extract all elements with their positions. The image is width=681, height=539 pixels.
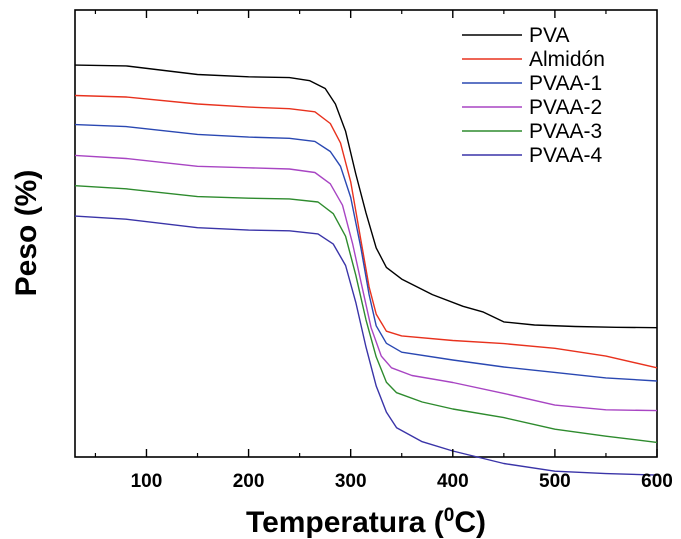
series-line-6 bbox=[74, 215, 658, 476]
x-tick-label: 600 bbox=[641, 471, 673, 492]
plot-frame bbox=[74, 9, 658, 458]
legend-label: Almidón bbox=[529, 48, 605, 71]
series-line-4 bbox=[74, 154, 658, 412]
legend-label: PVAA-4 bbox=[529, 144, 602, 167]
x-tick-label: 100 bbox=[131, 471, 163, 492]
series-layer bbox=[74, 64, 658, 476]
x-tick-label: 200 bbox=[233, 471, 265, 492]
x-axis-title: Temperatura (0C) bbox=[246, 505, 486, 539]
series-line-3 bbox=[74, 123, 658, 382]
legend-label: PVA bbox=[529, 24, 569, 47]
x-tick-label: 500 bbox=[539, 471, 571, 492]
x-axis-title-main: Temperatura ( bbox=[246, 506, 444, 539]
series-line-2 bbox=[74, 94, 658, 369]
plot-area bbox=[74, 9, 658, 458]
x-axis-ticks bbox=[94, 10, 658, 457]
legend-label: PVAA-1 bbox=[529, 72, 602, 95]
y-axis-title: Peso (%) bbox=[10, 170, 43, 297]
x-axis-title-suffix: C) bbox=[454, 506, 486, 539]
legend-label: PVAA-2 bbox=[529, 96, 602, 119]
x-tick-label: 300 bbox=[335, 471, 367, 492]
x-tick-label: 400 bbox=[437, 471, 469, 492]
x-axis-title-superscript: 0 bbox=[444, 505, 455, 526]
series-line-5 bbox=[74, 185, 658, 444]
x-axis-tick-labels: 100 200 300 400 500 600 bbox=[131, 471, 673, 492]
series-line-1 bbox=[74, 64, 658, 329]
legend-label: PVAA-3 bbox=[529, 120, 602, 143]
